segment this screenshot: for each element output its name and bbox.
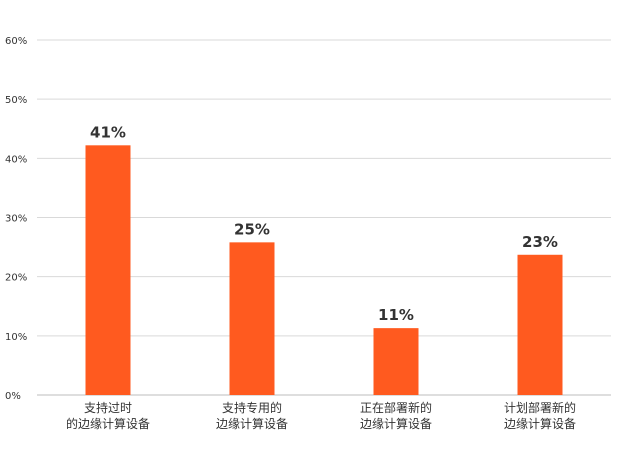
- category-label: 正在部署新的: [360, 400, 432, 415]
- gridlines: [37, 39, 611, 396]
- data-labels: 41% 25% 11% 23%: [90, 123, 558, 324]
- category-label: 边缘计算设备: [360, 416, 432, 431]
- bar: [229, 242, 275, 395]
- data-label: 11%: [378, 306, 414, 324]
- y-tick-label: 0%: [5, 391, 21, 402]
- data-label: 23%: [522, 233, 558, 251]
- data-label: 25%: [234, 220, 270, 238]
- y-tick-label: 60%: [5, 36, 27, 47]
- category-label: 支持过时: [84, 400, 132, 415]
- data-label: 41%: [90, 123, 126, 141]
- bar: [85, 145, 131, 395]
- y-tick-label: 30%: [5, 214, 27, 225]
- category-label: 支持专用的: [222, 400, 282, 415]
- bar: [373, 328, 419, 395]
- bars: [85, 145, 563, 395]
- x-axis-categories: 支持过时的边缘计算设备支持专用的边缘计算设备正在部署新的边缘计算设备计划部署新的…: [66, 400, 576, 431]
- y-axis-ticks: 0% 10% 20% 30% 40% 50% 60%: [5, 36, 27, 402]
- category-label: 边缘计算设备: [216, 416, 288, 431]
- category-label: 边缘计算设备: [504, 416, 576, 431]
- category-label: 的边缘计算设备: [66, 416, 150, 431]
- y-tick-label: 40%: [5, 154, 27, 165]
- y-tick-label: 50%: [5, 95, 27, 106]
- category-label: 计划部署新的: [504, 400, 576, 415]
- bar: [517, 254, 563, 395]
- y-tick-label: 20%: [5, 273, 27, 284]
- y-tick-label: 10%: [5, 332, 27, 343]
